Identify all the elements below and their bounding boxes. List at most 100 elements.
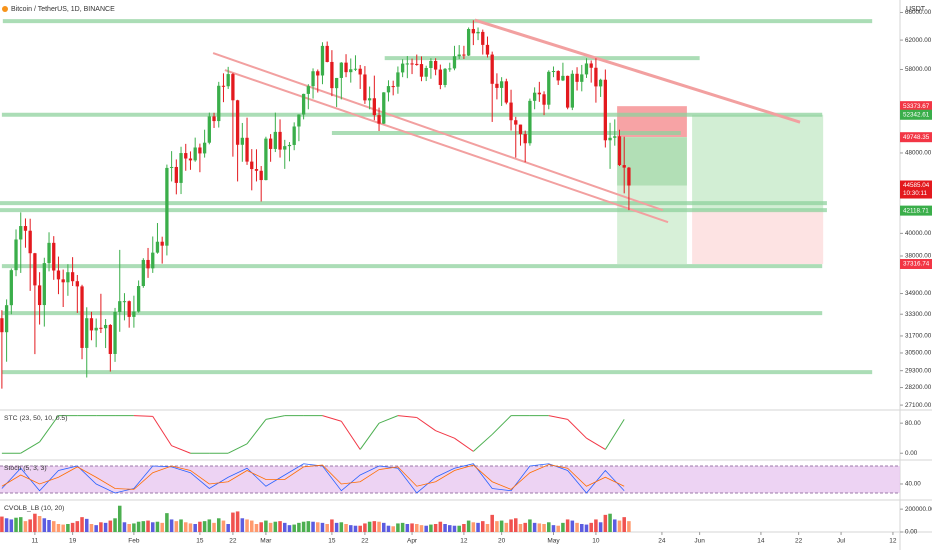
stc-segment [435, 430, 455, 439]
volume-bar [386, 525, 391, 532]
candle-body [85, 318, 89, 348]
volume-bar [301, 521, 306, 532]
volume-bar [146, 520, 150, 532]
candle-body [598, 79, 603, 87]
volume-bar [570, 520, 575, 532]
price-label: 53373.67 [903, 103, 930, 110]
volume-bar [320, 522, 325, 532]
volume-bar [132, 523, 136, 532]
volume-bar [372, 521, 377, 532]
y-tick-label: 48000.00 [905, 150, 932, 157]
candle-body [575, 73, 579, 82]
candle-body [19, 226, 23, 240]
stc-segment [586, 437, 606, 450]
stc-segment [20, 441, 40, 454]
volume-bar [183, 522, 188, 532]
candle-body [273, 131, 277, 149]
stc-segment [246, 419, 267, 445]
volume-bar [311, 521, 315, 532]
stc-segment [265, 415, 285, 420]
volume-bar [466, 520, 471, 532]
trend-line [224, 69, 669, 224]
candle-body [212, 116, 216, 122]
candle-body [9, 270, 13, 306]
candle-body [52, 242, 56, 271]
volume-bar [556, 525, 560, 532]
candle-body [202, 142, 207, 154]
candle-body [14, 239, 18, 271]
volume-bar [584, 524, 589, 532]
candle-body [495, 83, 499, 88]
volume-bar [117, 505, 122, 532]
volume-bar [231, 512, 235, 532]
volume-bar [504, 522, 509, 532]
stc-segment [359, 422, 380, 450]
volume-bar [47, 520, 51, 532]
x-tick-label: 15 [196, 538, 204, 545]
candle-body [122, 301, 127, 303]
candle-body [485, 44, 490, 55]
volume-bar [443, 524, 447, 532]
volume-bar [438, 521, 443, 532]
candle-body [509, 102, 513, 121]
candle-body [518, 124, 523, 135]
y-tick-label: 38000.00 [905, 253, 932, 260]
candle-body [400, 63, 405, 73]
candle-body [287, 144, 292, 147]
volume-bar [108, 520, 113, 532]
candle-body [382, 92, 386, 124]
candle-body [622, 165, 626, 168]
volume-bar [89, 524, 94, 532]
candle-body [377, 115, 381, 124]
volume-bar [561, 522, 565, 532]
volume-bar [499, 520, 504, 532]
volume-bar [509, 519, 513, 532]
candle-body [235, 100, 240, 145]
price-label: 52342.61 [903, 111, 930, 118]
volume-bar [400, 522, 405, 532]
candle-body [391, 86, 395, 88]
price-label-box [900, 109, 932, 120]
candle-body [358, 68, 362, 75]
volume-bar [254, 524, 259, 532]
volume-bar [490, 514, 494, 532]
volume-bar [33, 513, 37, 532]
volume-bar [70, 522, 75, 532]
candle-body [151, 252, 155, 269]
volume-bar [94, 525, 98, 532]
volume-bar [160, 522, 164, 532]
x-tick-label: 15 [328, 538, 336, 545]
volume-bar [56, 524, 61, 532]
candle-body [132, 311, 136, 317]
candle-body [443, 68, 447, 85]
candle-body [301, 93, 306, 115]
stoch-line [1, 463, 625, 494]
candle-body [250, 161, 254, 170]
candle-body [56, 270, 61, 280]
candle-body [217, 85, 221, 122]
volume-bar [367, 521, 372, 532]
volume-bar [23, 521, 28, 532]
volume-bar [66, 524, 70, 532]
candle-body [561, 75, 565, 81]
candle-body [89, 318, 94, 331]
candle-body [603, 79, 607, 141]
y-tick-label: 29300.00 [905, 367, 932, 374]
volume-bar [198, 521, 202, 532]
volume-bar [179, 519, 183, 532]
stc-segment [152, 416, 173, 446]
volume-bar [18, 517, 23, 532]
candle-body [28, 230, 32, 254]
candle-body [198, 147, 202, 154]
volume-bar [221, 520, 226, 532]
volume-bar [589, 522, 593, 532]
volume-bar [297, 522, 301, 532]
volume-bar [471, 522, 476, 532]
candle-body [627, 167, 631, 186]
stc-segment [171, 445, 191, 454]
candle-body [231, 74, 235, 101]
volume-bar [608, 513, 612, 532]
y-tick-label: 33300.00 [905, 311, 932, 318]
